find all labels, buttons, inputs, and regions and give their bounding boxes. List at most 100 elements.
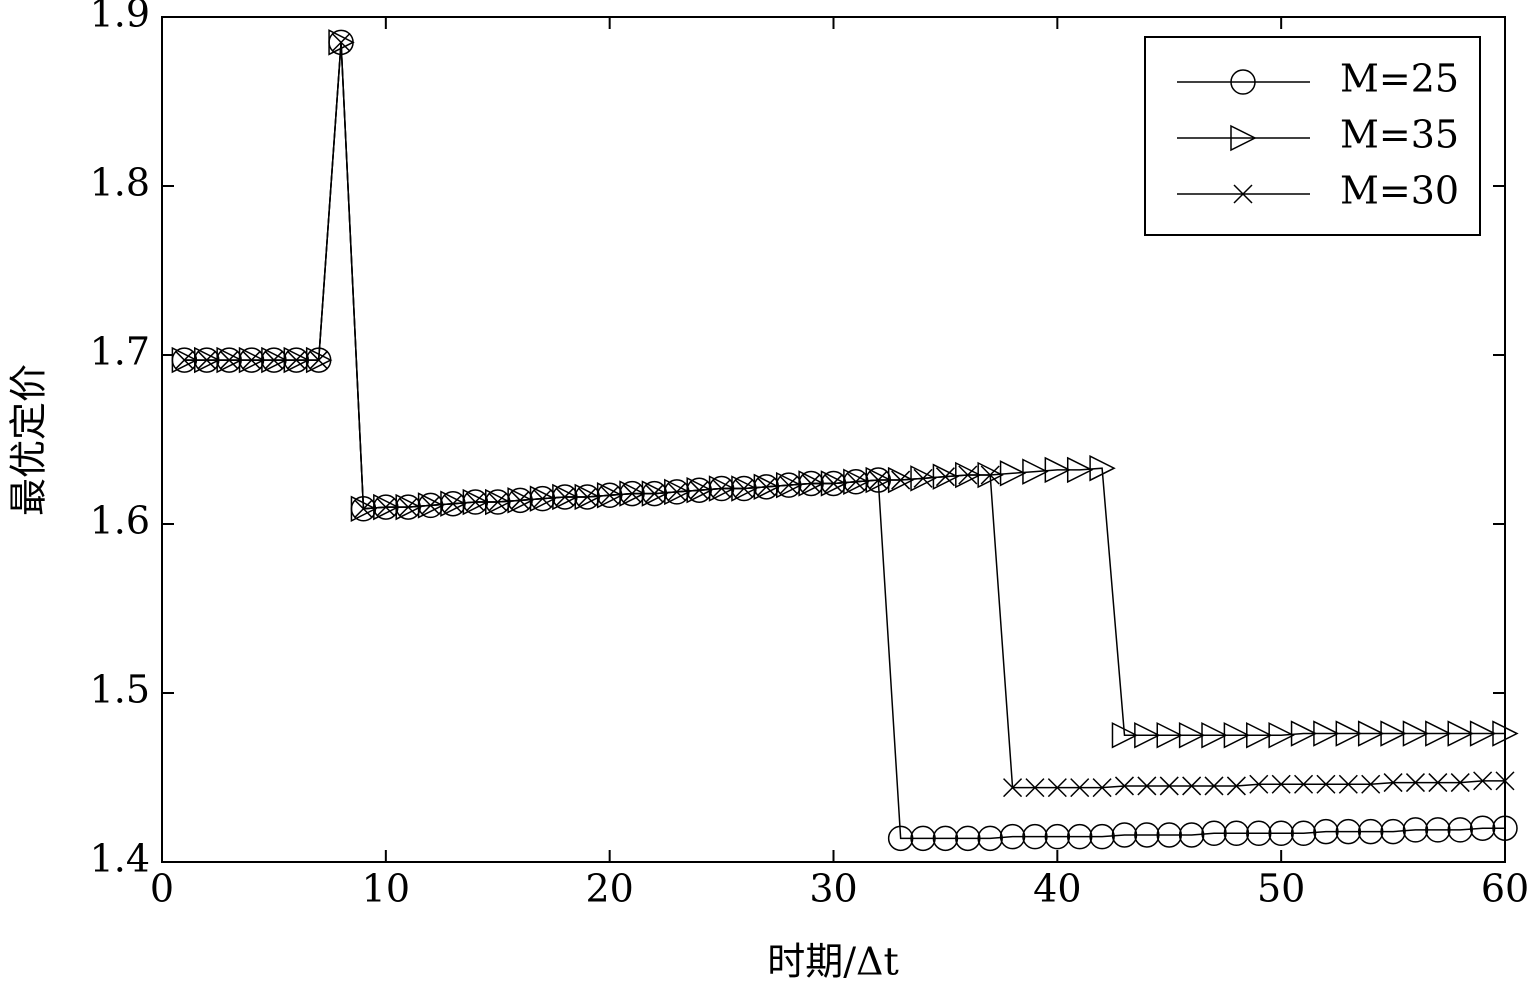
- marker: [891, 470, 911, 490]
- marker: [1233, 184, 1253, 204]
- y-tick-label: 1.4: [90, 837, 150, 881]
- marker: [1402, 720, 1430, 747]
- marker: [1383, 773, 1403, 793]
- marker: [1022, 823, 1048, 850]
- marker: [1047, 778, 1067, 798]
- marker: [1380, 720, 1407, 747]
- marker: [1335, 720, 1362, 747]
- marker: [1450, 773, 1470, 793]
- marker: [1025, 778, 1045, 798]
- marker: [958, 465, 978, 485]
- marker: [1159, 776, 1179, 796]
- marker: [712, 478, 732, 499]
- y-tick-label: 1.5: [90, 668, 150, 712]
- marker: [779, 475, 799, 495]
- marker: [1044, 456, 1072, 484]
- marker: [955, 461, 982, 489]
- marker: [887, 825, 914, 852]
- marker: [488, 492, 508, 512]
- marker: [1492, 720, 1519, 747]
- marker: [1357, 818, 1384, 845]
- x-tick-label: 30: [809, 867, 857, 911]
- marker: [353, 499, 373, 519]
- marker: [532, 489, 553, 509]
- marker: [331, 32, 351, 52]
- marker: [1137, 776, 1157, 796]
- marker: [1271, 774, 1291, 794]
- marker: [846, 472, 866, 492]
- marker: [1089, 823, 1115, 850]
- marker: [1156, 822, 1182, 848]
- marker: [398, 497, 418, 517]
- y-tick-label: 1.9: [90, 0, 150, 36]
- legend-box: [1144, 36, 1481, 236]
- marker: [619, 480, 646, 507]
- marker: [529, 485, 557, 512]
- marker: [999, 823, 1026, 850]
- marker: [622, 484, 642, 504]
- marker: [734, 478, 754, 499]
- marker: [1066, 456, 1094, 484]
- marker: [1268, 722, 1295, 749]
- x-tick-label: 50: [1257, 867, 1305, 911]
- marker: [577, 487, 597, 507]
- marker: [798, 470, 825, 497]
- marker: [1380, 818, 1406, 845]
- marker: [552, 483, 579, 511]
- marker: [1246, 820, 1272, 847]
- marker: [1447, 817, 1473, 843]
- marker: [1070, 778, 1090, 798]
- x-tick-label: 60: [1481, 867, 1529, 911]
- marker: [1361, 774, 1381, 794]
- marker: [865, 466, 892, 494]
- marker: [910, 825, 936, 852]
- marker: [440, 490, 467, 517]
- marker: [1294, 774, 1314, 794]
- marker: [1111, 722, 1139, 749]
- marker: [644, 484, 664, 504]
- marker: [689, 480, 709, 500]
- marker: [1338, 774, 1358, 794]
- marker: [1290, 720, 1318, 747]
- marker: [555, 487, 575, 507]
- marker: [376, 497, 396, 517]
- series-line: [184, 42, 1505, 789]
- marker: [977, 825, 1003, 852]
- marker: [913, 468, 933, 488]
- legend-label: M=30: [1340, 169, 1459, 213]
- marker: [596, 482, 624, 509]
- marker: [1290, 820, 1317, 847]
- marker: [1178, 822, 1205, 848]
- marker: [1469, 815, 1496, 841]
- marker: [1313, 818, 1339, 845]
- marker: [1316, 774, 1336, 794]
- marker: [462, 488, 490, 516]
- marker: [1492, 815, 1518, 841]
- marker: [1313, 720, 1340, 747]
- marker: [775, 471, 803, 499]
- marker: [667, 482, 687, 502]
- marker: [843, 468, 870, 495]
- marker: [1111, 822, 1138, 848]
- marker: [1066, 823, 1093, 850]
- marker: [465, 492, 485, 512]
- marker: [708, 475, 736, 502]
- marker: [600, 485, 620, 505]
- marker: [823, 473, 844, 493]
- y-tick-label: 1.7: [90, 330, 150, 374]
- marker: [1156, 722, 1183, 749]
- marker: [686, 476, 713, 504]
- marker: [171, 346, 199, 374]
- marker: [1469, 720, 1497, 747]
- marker: [1092, 778, 1112, 798]
- marker: [1335, 818, 1362, 845]
- legend-label: M=25: [1340, 57, 1459, 101]
- marker: [1022, 458, 1049, 485]
- marker: [197, 350, 217, 370]
- marker: [935, 467, 955, 487]
- marker: [1201, 722, 1228, 749]
- marker: [1447, 720, 1474, 747]
- y-tick-label: 1.6: [90, 499, 150, 543]
- marker: [1249, 774, 1269, 794]
